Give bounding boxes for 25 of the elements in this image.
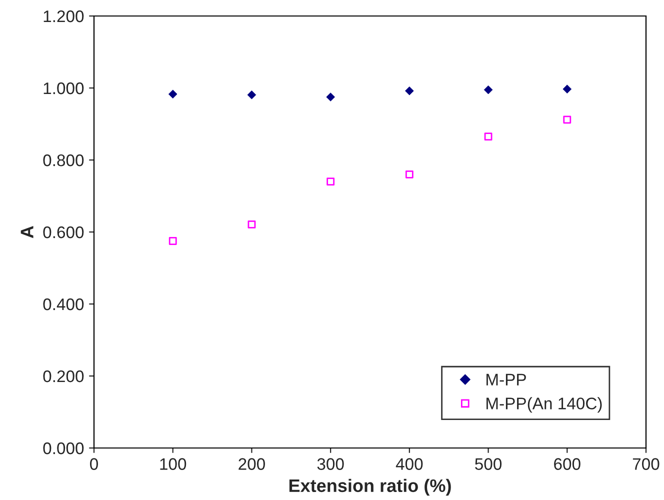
point [326,178,335,186]
point [405,170,414,178]
legend-label: M-PP(An 140C) [486,397,602,413]
y-tick-label: 0.800 [43,154,84,166]
y-tick-label: 0.600 [43,226,84,238]
y-axis-title: A [20,226,34,238]
y-tick-label: 0.200 [43,370,84,382]
x-tick-label: 400 [396,458,423,470]
point [563,116,572,124]
x-axis-title: Extension ratio (%) [289,478,451,496]
point [484,132,492,141]
point [248,220,256,228]
x-tick-label: 0 [90,458,98,470]
x-tick-label: 100 [160,458,186,470]
y-tick-label: 1.000 [44,82,84,94]
point [168,237,177,245]
x-tick-label: 600 [554,458,580,470]
legend-label: M-PP [486,374,526,386]
x-tick-label: 500 [475,458,502,470]
y-tick-label: 0.400 [43,298,84,310]
x-tick-label: 700 [632,458,660,470]
y-tick-label: 1.200 [44,10,84,22]
y-tick-label: 0.000 [43,442,84,454]
x-tick-label: 200 [238,458,265,470]
x-tick-label: 300 [317,458,344,470]
